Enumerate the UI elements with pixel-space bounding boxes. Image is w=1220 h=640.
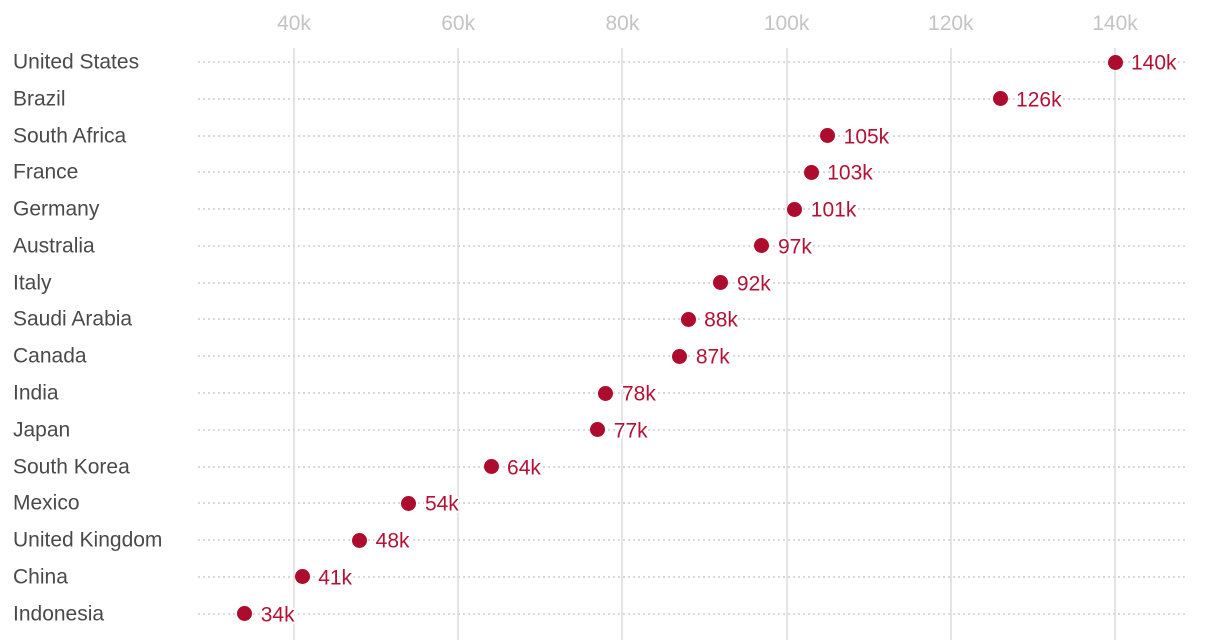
category-label: Japan <box>13 418 71 442</box>
category-label: India <box>13 381 59 405</box>
row-gridline <box>198 465 1188 468</box>
category-label: Italy <box>13 271 52 295</box>
x-axis-tick-label: 120k <box>928 12 974 35</box>
data-point-dot <box>672 348 688 364</box>
data-point-value-label: 34k <box>260 603 295 627</box>
row-gridline <box>198 575 1188 578</box>
row-gridline <box>198 392 1188 395</box>
x-axis-tick-label: 140k <box>1092 12 1138 35</box>
data-point-dot <box>598 385 614 401</box>
data-point-value-label: 54k <box>424 492 459 516</box>
row-gridline <box>198 502 1188 505</box>
category-label: South Africa <box>13 123 127 147</box>
data-point-value-label: 101k <box>810 198 857 222</box>
x-axis-tick-label: 40k <box>277 12 311 35</box>
row-gridline <box>198 612 1188 615</box>
vertical-gridline <box>785 48 788 640</box>
category-label: China <box>13 565 68 589</box>
data-point-value-label: 64k <box>507 455 541 479</box>
data-point-value-label: 77k <box>613 419 648 443</box>
data-point-value-label: 126k <box>1016 88 1062 112</box>
category-label: Australia <box>13 234 95 258</box>
x-axis-tick-label: 80k <box>605 12 640 35</box>
data-point-value-label: 105k <box>843 124 890 148</box>
data-point-dot <box>483 459 499 475</box>
data-point-dot <box>713 275 729 291</box>
row-gridline <box>198 244 1188 247</box>
data-point-dot <box>754 238 770 254</box>
vertical-gridline <box>293 48 295 640</box>
category-label: Mexico <box>13 491 80 515</box>
category-label: United States <box>13 50 140 74</box>
vertical-gridline <box>949 48 952 640</box>
data-point-dot <box>401 495 417 511</box>
vertical-gridline <box>457 48 460 640</box>
row-gridline <box>198 428 1188 431</box>
category-label: South Korea <box>13 454 130 478</box>
category-label: Canada <box>13 344 87 368</box>
vertical-gridline <box>621 48 624 640</box>
data-point-value-label: 97k <box>777 235 812 259</box>
data-point-value-label: 41k <box>318 566 353 590</box>
data-point-value-label: 87k <box>695 345 730 369</box>
data-point-dot <box>294 569 310 585</box>
data-point-value-label: 78k <box>621 382 656 406</box>
data-point-dot <box>237 606 253 622</box>
data-point-dot <box>803 164 819 180</box>
row-gridline <box>198 134 1188 137</box>
category-label: Indonesia <box>13 602 105 626</box>
row-gridline <box>198 355 1188 358</box>
row-gridline <box>198 281 1188 284</box>
row-gridline <box>198 539 1188 542</box>
data-point-value-label: 92k <box>736 272 771 296</box>
data-point-dot <box>820 128 836 144</box>
data-point-dot <box>787 201 803 217</box>
data-point-value-label: 48k <box>375 529 410 553</box>
data-point-value-label: 88k <box>704 308 738 332</box>
data-point-dot <box>352 532 368 548</box>
row-gridline <box>198 97 1188 100</box>
category-label: France <box>13 160 79 184</box>
row-gridline <box>198 171 1188 174</box>
data-point-dot <box>590 422 606 438</box>
row-gridline <box>198 61 1188 63</box>
category-label: Saudi Arabia <box>13 307 133 331</box>
category-label: Germany <box>13 197 100 221</box>
x-axis-tick-label: 60k <box>441 12 476 35</box>
vertical-gridline <box>1114 48 1116 640</box>
category-label: Brazil <box>13 87 66 111</box>
data-point-dot <box>992 91 1008 107</box>
data-point-dot <box>680 311 696 327</box>
x-axis-tick-label: 100k <box>763 12 810 35</box>
row-gridline <box>198 208 1188 211</box>
data-point-dot <box>1107 54 1123 70</box>
data-point-value-label: 140k <box>1131 51 1177 75</box>
category-label: United Kingdom <box>13 528 163 552</box>
data-point-value-label: 103k <box>827 161 873 185</box>
